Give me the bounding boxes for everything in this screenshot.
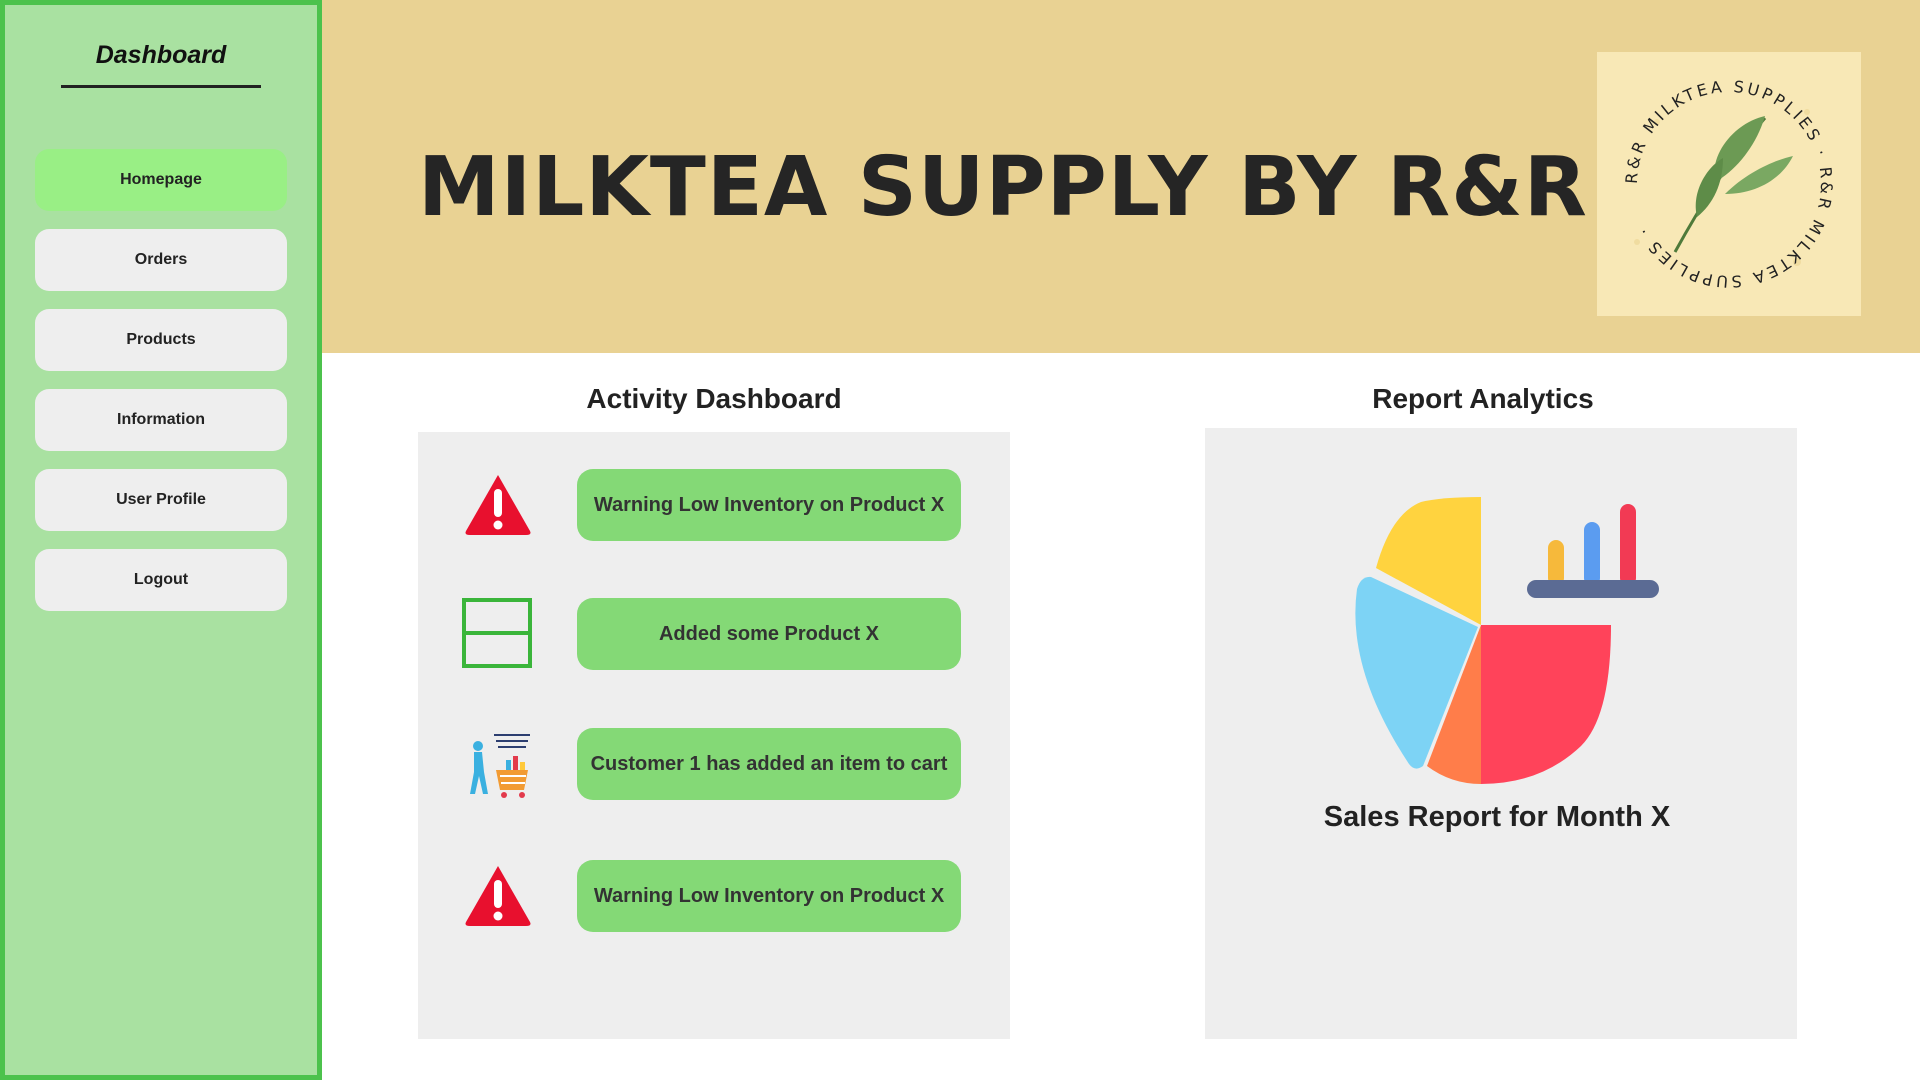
header-banner: MILKTEA SUPPLY BY R&R R&R MILKTEA SUPPLI… <box>322 0 1920 353</box>
brand-logo: R&R MILKTEA SUPPLIES · R&R MILKTEA SUPPL… <box>1597 52 1861 316</box>
activity-item: Warning Low Inventory on Product X <box>418 860 1010 932</box>
activity-message[interactable]: Added some Product X <box>577 598 961 670</box>
sidebar-title-underline <box>61 85 261 88</box>
add-product-icon <box>462 598 534 670</box>
sidebar-title: Dashboard <box>95 41 227 69</box>
sidebar: Dashboard Homepage Orders Products Infor… <box>0 0 322 1080</box>
pie-chart-icon <box>1355 497 1659 784</box>
report-caption: Sales Report for Month X <box>1323 801 1671 833</box>
activity-item: Added some Product X <box>418 598 1010 670</box>
shopping-cart-icon <box>462 728 534 800</box>
nav-products-button[interactable]: Products <box>35 309 287 371</box>
warning-icon <box>462 860 534 932</box>
warning-icon <box>462 469 534 541</box>
activity-message[interactable]: Customer 1 has added an item to cart <box>577 728 961 800</box>
activity-item: Customer 1 has added an item to cart <box>418 728 1010 800</box>
nav-homepage-button[interactable]: Homepage <box>35 149 287 211</box>
activity-message[interactable]: Warning Low Inventory on Product X <box>577 469 961 541</box>
activity-message[interactable]: Warning Low Inventory on Product X <box>577 860 961 932</box>
nav-orders-button[interactable]: Orders <box>35 229 287 291</box>
activity-dashboard-title: Activity Dashboard <box>586 383 842 414</box>
nav-user-profile-button[interactable]: User Profile <box>35 469 287 531</box>
svg-text:R&R MILKTEA SUPPLIES · R&R MIL: R&R MILKTEA SUPPLIES · R&R MILKTEA SUPPL… <box>1622 77 1836 291</box>
nav-logout-button[interactable]: Logout <box>35 549 287 611</box>
activity-panel: Warning Low Inventory on Product X Added… <box>418 432 1010 1039</box>
leaf-seal-icon: R&R MILKTEA SUPPLIES · R&R MILKTEA SUPPL… <box>1622 77 1836 291</box>
report-panel: Sales Report for Month X <box>1205 428 1797 1039</box>
report-analytics-title: Report Analytics <box>1372 383 1594 414</box>
brand-title: MILKTEA SUPPLY BY R&R <box>418 140 1588 235</box>
activity-item: Warning Low Inventory on Product X <box>418 469 1010 541</box>
nav-information-button[interactable]: Information <box>35 389 287 451</box>
